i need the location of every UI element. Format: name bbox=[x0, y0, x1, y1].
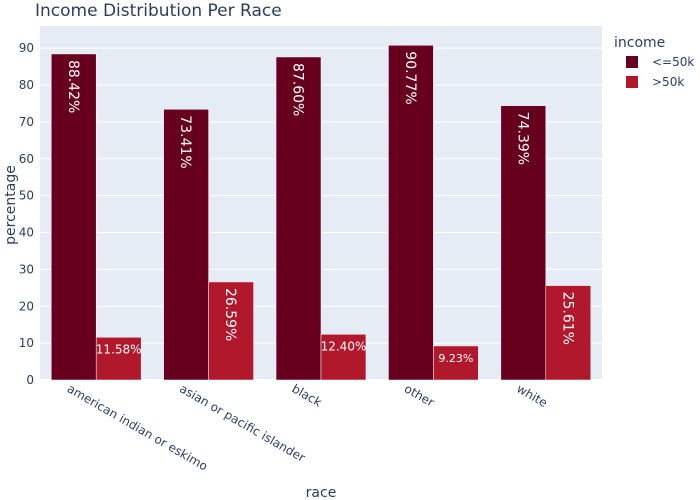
legend[interactable]: income <=50k >50k bbox=[614, 35, 694, 89]
bar-value-label: 73.41% bbox=[177, 115, 193, 168]
y-tick-label: 70 bbox=[19, 115, 34, 129]
y-tick-label: 90 bbox=[19, 41, 34, 55]
y-tick-label: 60 bbox=[19, 152, 34, 166]
x-tick-label: asian or pacific islander bbox=[177, 381, 307, 464]
bar-value-label: 90.77% bbox=[402, 51, 418, 104]
x-tick-label: white bbox=[514, 381, 549, 410]
legend-title: income bbox=[614, 35, 665, 51]
y-tick-labels: 0 10 20 30 40 50 60 70 80 90 bbox=[19, 41, 34, 387]
bars bbox=[50, 45, 592, 381]
chart-title: Income Distribution Per Race bbox=[35, 1, 282, 21]
bar[interactable] bbox=[275, 56, 322, 381]
bar-value-label: 12.40% bbox=[321, 339, 367, 353]
y-tick-label: 40 bbox=[19, 226, 34, 240]
bar[interactable] bbox=[163, 109, 209, 381]
x-axis-title: race bbox=[306, 485, 337, 500]
bar[interactable] bbox=[320, 334, 367, 381]
bar-value-label: 88.42% bbox=[65, 60, 81, 113]
legend-swatch-le50k bbox=[626, 56, 638, 68]
bar-value-label: 25.61% bbox=[559, 292, 575, 345]
y-tick-label: 20 bbox=[19, 299, 34, 313]
bar-value-label: 26.59% bbox=[222, 288, 238, 341]
bar-labels: 88.42% 11.58% 73.41% 26.59% 87.60% 12.40% 90.7… bbox=[65, 51, 576, 365]
bar-value-label: 11.58% bbox=[96, 342, 142, 356]
bar[interactable] bbox=[50, 53, 97, 381]
legend-label-le50k: <=50k bbox=[652, 55, 694, 69]
bar[interactable] bbox=[433, 345, 479, 381]
bar[interactable] bbox=[545, 285, 592, 381]
bar[interactable] bbox=[208, 281, 254, 381]
bar[interactable] bbox=[95, 337, 142, 381]
bar-value-label: 87.60% bbox=[290, 63, 306, 116]
bar-value-label: 74.39% bbox=[514, 112, 530, 165]
y-axis-title: percentage bbox=[3, 165, 19, 245]
y-tick-label: 80 bbox=[19, 78, 34, 92]
bar[interactable] bbox=[500, 105, 547, 381]
bar[interactable] bbox=[388, 45, 434, 381]
y-tick-label: 10 bbox=[19, 336, 34, 350]
bar-value-label: 9.23% bbox=[438, 352, 473, 365]
x-tick-label: black bbox=[290, 381, 325, 409]
legend-label-gt50k: >50k bbox=[652, 75, 684, 89]
y-tick-label: 50 bbox=[19, 189, 34, 203]
legend-swatch-gt50k bbox=[626, 76, 638, 88]
y-tick-label: 30 bbox=[19, 262, 34, 276]
y-tick-label: 0 bbox=[26, 373, 34, 387]
x-tick-label: other bbox=[402, 381, 437, 409]
